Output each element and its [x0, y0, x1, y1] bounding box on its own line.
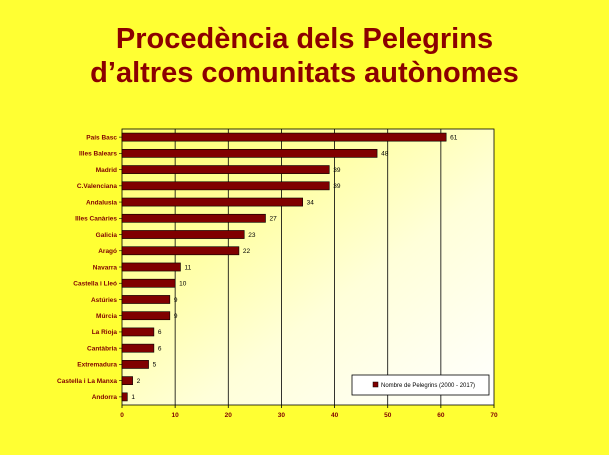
data-label: 5: [153, 362, 157, 369]
x-tick-label: 20: [225, 412, 233, 419]
data-label: 6: [158, 345, 162, 352]
legend: Nombre de Pelegrins (2000 - 2017): [351, 374, 490, 396]
category-label: Castella i La Manxa: [57, 378, 117, 385]
x-tick-label: 60: [437, 412, 445, 419]
data-label: 9: [174, 313, 178, 320]
x-tick-label: 50: [384, 412, 392, 419]
x-tick-label: 10: [172, 412, 180, 419]
bar: [121, 197, 303, 207]
bar: [121, 295, 171, 304]
legend-box: [351, 374, 490, 396]
bar: [121, 327, 155, 337]
data-label: 11: [184, 264, 191, 271]
category-label: Illes Canàries: [75, 216, 117, 223]
x-tick-label: 40: [331, 412, 339, 419]
category-label: La Rioja: [92, 329, 118, 336]
data-label: 23: [248, 232, 256, 239]
category-label: Múrcia: [96, 313, 117, 320]
bar: [121, 132, 447, 142]
bar: [121, 343, 155, 353]
bar: [121, 376, 133, 386]
x-tick-label: 70: [490, 412, 498, 419]
category-label: C.Valenciana: [77, 183, 117, 190]
data-label: 22: [243, 248, 251, 255]
bar: [121, 165, 330, 174]
data-label: 9: [174, 297, 178, 304]
category-label: Madrid: [96, 167, 117, 174]
bar: [121, 311, 171, 321]
legend-label: Nombre de Pelegrins (2000 - 2017): [381, 383, 475, 389]
category-label: Astúries: [91, 297, 117, 304]
legend-swatch: [372, 381, 379, 388]
bar: [121, 262, 181, 272]
x-tick-label: 30: [278, 412, 286, 419]
bar: [121, 181, 330, 191]
category-label: Galicia: [96, 232, 118, 239]
data-label: 2: [137, 378, 141, 385]
title-line-2: d’altres comunitats autònomes: [90, 57, 519, 89]
category-label: Cantàbria: [87, 345, 117, 352]
data-label: 39: [333, 167, 341, 174]
category-label: Navarra: [93, 264, 118, 271]
data-label: 1: [131, 394, 135, 401]
bar: [121, 213, 266, 223]
category-label: Castella i Lleó: [73, 281, 117, 288]
plot-area: [121, 128, 495, 406]
data-label: 27: [269, 216, 277, 223]
data-label: 10: [179, 281, 187, 288]
category-label: Andorra: [92, 394, 118, 401]
data-label: 34: [307, 199, 315, 206]
category-label: Extremadura: [77, 362, 117, 369]
bar: [121, 148, 378, 158]
title-line-1: Procedència dels Pelegrins: [115, 23, 494, 55]
data-label: 39: [333, 183, 341, 190]
x-tick-label: 0: [120, 412, 124, 419]
data-label: 61: [450, 134, 458, 141]
slide-title: Procedència dels Pelegrins d’altres comu…: [0, 22, 609, 90]
bar: [121, 230, 245, 239]
category-label: Andalusia: [86, 199, 117, 206]
category-label: Illes Balears: [79, 151, 117, 158]
category-label: País Basc: [86, 134, 117, 141]
data-label: 6: [158, 329, 162, 336]
bar: [121, 360, 149, 369]
category-label: Aragó: [98, 248, 117, 255]
bar: [121, 246, 240, 256]
bar: [121, 278, 176, 288]
bar: [121, 392, 128, 402]
data-label: 48: [381, 151, 389, 158]
